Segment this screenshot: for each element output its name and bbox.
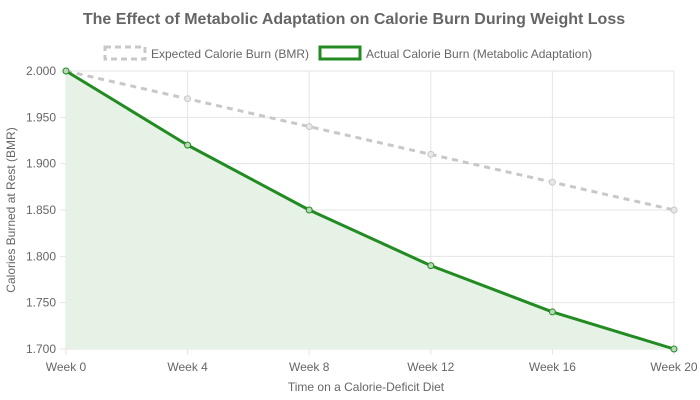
x-tick-label: Week 4 <box>167 360 208 374</box>
x-tick-label: Week 20 <box>650 360 697 374</box>
legend-item-actual[interactable]: Actual Calorie Burn (Metabolic Adaptatio… <box>318 45 592 61</box>
data-point-expected[interactable] <box>305 123 313 131</box>
y-tick-label: 1.750 <box>26 296 56 310</box>
x-tick-label: Week 16 <box>529 360 576 374</box>
y-tick-label: 1.950 <box>26 110 56 124</box>
x-tick-label: Week 0 <box>46 360 87 374</box>
series-line-actual[interactable] <box>65 69 675 351</box>
data-point-actual[interactable] <box>427 262 435 270</box>
data-point-expected[interactable] <box>548 178 556 186</box>
data-point-actual[interactable] <box>184 141 192 149</box>
legend-label-expected: Expected Calorie Burn (BMR) <box>151 47 309 61</box>
area-actual <box>66 71 674 349</box>
legend-swatch-expected <box>103 45 147 61</box>
legend-swatch-actual <box>318 45 362 61</box>
chart-title: The Effect of Metabolic Adaptation on Ca… <box>83 11 625 28</box>
y-tick-label: 1.850 <box>26 203 56 217</box>
data-point-expected[interactable] <box>670 206 678 214</box>
x-axis-title: Time on a Calorie-Deficit Diet <box>288 380 445 394</box>
data-point-actual[interactable] <box>305 206 313 214</box>
data-point-expected[interactable] <box>427 150 435 158</box>
y-tick-label: 1.800 <box>26 249 56 263</box>
y-axis: 2.000 1.950 1.900 1.850 1.800 1.750 1.700 <box>26 64 56 356</box>
data-points <box>62 67 678 353</box>
area-fill <box>66 71 674 349</box>
y-tick-label: 1.700 <box>26 342 56 356</box>
data-point-expected[interactable] <box>184 95 192 103</box>
y-tick-label: 1.900 <box>26 157 56 171</box>
data-point-actual[interactable] <box>548 308 556 316</box>
x-tick-label: Week 12 <box>407 360 454 374</box>
y-tick-label: 2.000 <box>26 64 56 78</box>
y-axis-title: Calories Burned at Rest (BMR) <box>4 127 18 292</box>
data-point-actual[interactable] <box>670 345 678 353</box>
legend: Expected Calorie Burn (BMR) Actual Calor… <box>103 45 592 61</box>
x-axis: Week 0 Week 4 Week 8 Week 12 Week 16 Week 20 <box>46 360 698 374</box>
x-tick-label: Week 8 <box>289 360 330 374</box>
data-point-actual[interactable] <box>62 67 70 75</box>
series-line-expected[interactable] <box>65 69 675 212</box>
legend-item-expected[interactable]: Expected Calorie Burn (BMR) <box>103 45 309 61</box>
legend-label-actual: Actual Calorie Burn (Metabolic Adaptatio… <box>366 47 592 61</box>
series-lines <box>65 69 675 351</box>
